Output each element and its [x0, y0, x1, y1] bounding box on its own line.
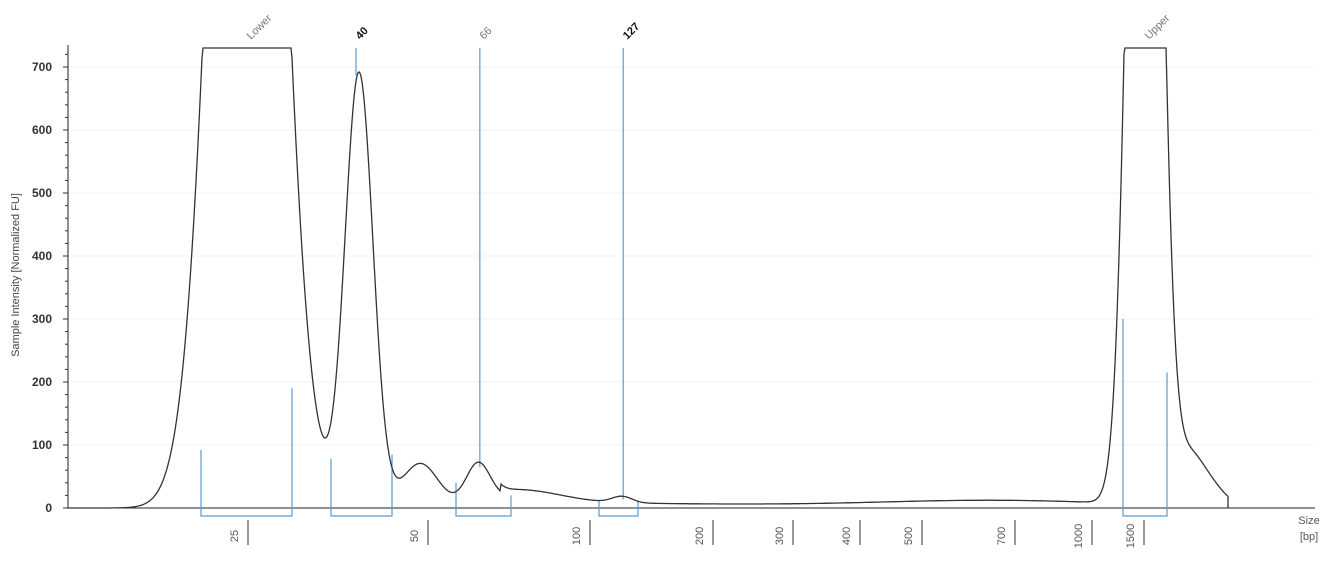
x-tick-label: 1000 — [1073, 524, 1085, 548]
peak-region-bracket — [1122, 319, 1168, 517]
x-tick-label: 700 — [996, 527, 1008, 545]
y-tick-label: 400 — [32, 249, 52, 263]
y-tick-label: 700 — [32, 60, 52, 74]
x-tick-label: 50 — [409, 530, 421, 542]
peak-label: Upper — [1143, 12, 1173, 42]
y-tick-label: 600 — [32, 123, 52, 137]
x-axis-label-size: Size — [1298, 515, 1319, 527]
y-tick-label: 100 — [32, 438, 52, 452]
peak-region-bracket — [598, 500, 639, 517]
peak-region-bracket — [330, 454, 393, 517]
y-tick-label: 500 — [32, 186, 52, 200]
x-tick-label: 200 — [694, 527, 706, 545]
peak-label: 127 — [621, 21, 642, 42]
y-tick-label: 200 — [32, 375, 52, 389]
y-tick-label: 300 — [32, 312, 52, 326]
x-tick-label: 100 — [571, 527, 583, 545]
x-tick-label: 1500 — [1125, 524, 1137, 548]
x-axis-label-unit: [bp] — [1300, 531, 1318, 543]
x-tick-label: 500 — [903, 527, 915, 545]
peak-label: 40 — [354, 25, 371, 42]
peak-region-bracket — [200, 388, 293, 517]
peak-region-bracket — [455, 482, 512, 517]
y-axis-label: Sample Intensity [Normalized FU] — [10, 193, 22, 357]
peak-label: 66 — [477, 25, 494, 42]
y-tick-label: 0 — [45, 501, 52, 515]
x-tick-label: 25 — [229, 530, 241, 542]
x-tick-label: 300 — [774, 527, 786, 545]
peak-label: Lower — [245, 12, 275, 42]
x-tick-label: 400 — [841, 527, 853, 545]
sample-trace — [68, 47, 1229, 509]
